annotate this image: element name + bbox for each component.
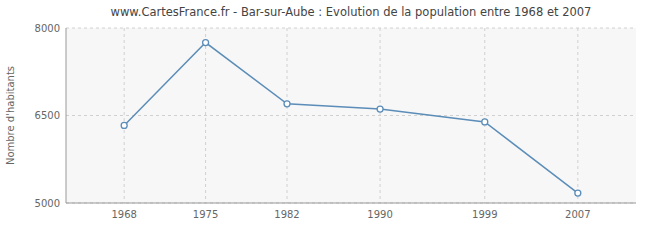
- series: [121, 40, 581, 197]
- point: [284, 101, 290, 107]
- y-grid-line: [66, 115, 636, 116]
- x-tick-label: 2007: [565, 209, 590, 220]
- x-tick-label: 1990: [367, 209, 392, 220]
- chart-container: 1968 1975 1982 1990 1999 2007 5000 6500 8000 www.…: [0, 0, 650, 229]
- line: [124, 43, 578, 194]
- x-tick-label: 1968: [111, 209, 136, 220]
- x-grid-line: [287, 28, 288, 203]
- x-axis-line: [66, 203, 636, 204]
- title: www.CartesFrance.fr - Bar-sur-Aube : Evo…: [111, 5, 592, 19]
- point: [121, 122, 127, 128]
- point: [377, 106, 383, 112]
- x-grid-line: [124, 28, 125, 203]
- point: [203, 40, 209, 46]
- chart: 1968 1975 1982 1990 1999 2007 5000 6500 8000 www.…: [0, 0, 650, 229]
- x-tick-label: 1999: [472, 209, 497, 220]
- point: [575, 190, 581, 196]
- y-axis-line: [66, 28, 67, 203]
- point: [482, 119, 488, 125]
- plot-background: [66, 28, 636, 203]
- y-tick-label: 6500: [35, 110, 60, 121]
- y-grid-line: [66, 203, 636, 204]
- y-axis-label: Nombre d'habitants: [5, 66, 16, 165]
- grid: [66, 28, 636, 203]
- x-tick-label: 1982: [274, 209, 299, 220]
- y-grid-line: [66, 28, 636, 29]
- x-tick-label: 1975: [193, 209, 218, 220]
- y-tick-label: 8000: [35, 23, 60, 34]
- x-grid-line: [484, 28, 485, 203]
- y-tick-label: 5000: [35, 198, 60, 209]
